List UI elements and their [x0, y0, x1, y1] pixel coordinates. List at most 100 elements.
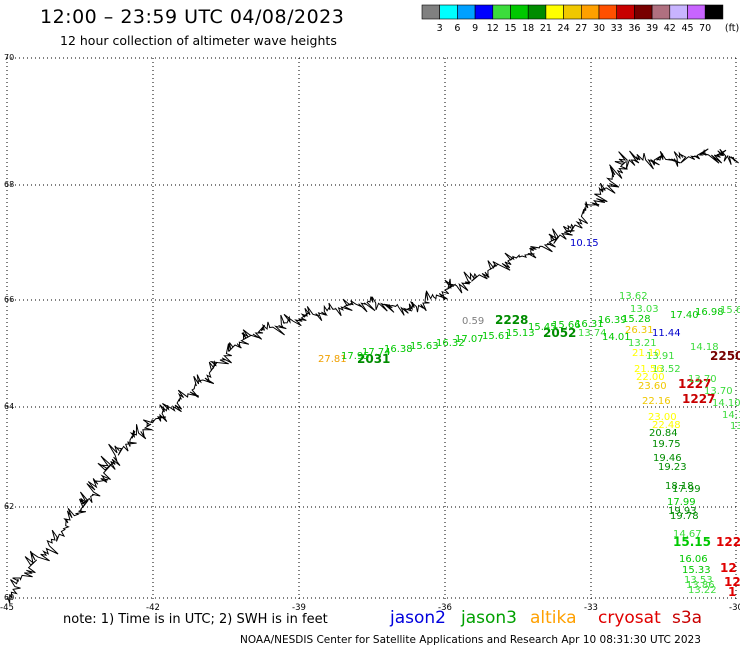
- longitude-label: -33: [584, 603, 598, 613]
- track-value-label: 22.00: [636, 372, 665, 383]
- track-value-label: 1227: [682, 392, 715, 406]
- track-value-label: 17.95: [341, 351, 370, 362]
- colorbar-tick-label: 42: [664, 23, 676, 34]
- track-value-label: 17.74: [362, 347, 391, 358]
- track-value-label: 23.00: [648, 412, 677, 423]
- track-value-label: 13.62: [619, 291, 648, 302]
- latitude-label: 66: [4, 295, 14, 304]
- track-value-label: 14.10: [712, 398, 740, 409]
- track-value-label: 19.75: [652, 439, 681, 450]
- legend-s3a: s3a: [672, 608, 703, 628]
- greenland-coastline: [7, 148, 739, 604]
- legend-altika: altika: [530, 608, 577, 628]
- track-value-label: 15.6: [720, 305, 740, 316]
- track-value-label: 21.56: [634, 364, 663, 375]
- track-value-label: 14.67: [673, 529, 702, 540]
- colorbar-tick-label: 18: [522, 23, 534, 34]
- map-subtitle: 12 hour collection of altimeter wave hei…: [60, 33, 337, 48]
- track-value-label: 0.59: [462, 316, 484, 327]
- track-value-label: 12: [720, 561, 737, 575]
- track-value-label: 16.31: [575, 319, 604, 330]
- latitude-label: 62: [4, 502, 14, 511]
- credit-line: NOAA/NESDIS Center for Satellite Applica…: [240, 634, 701, 646]
- longitude-label: -36: [438, 603, 452, 613]
- track-value-label: 15.66: [552, 320, 581, 331]
- track-value-label: 17.07: [455, 334, 484, 345]
- track-value-label: 14.18: [690, 342, 719, 353]
- colorbar-tick-label: 33: [611, 23, 623, 34]
- colorbar-legend: 3 6 9 12 15 18 21 24 27 30 33 36 39 42 45 70 (ft): [421, 4, 739, 34]
- colorbar-tick-label: 36: [628, 23, 640, 34]
- track-value-label: 11.44: [652, 328, 681, 339]
- track-value-label: 16.32: [436, 338, 465, 349]
- colorbar-tick-label: 3: [437, 23, 443, 34]
- track-value-label: 15.45: [528, 322, 557, 333]
- track-value-label: 15.61: [482, 331, 511, 342]
- track-value-label: 17.99: [672, 484, 701, 495]
- track-value-label: 19.93: [668, 506, 697, 517]
- longitude-label: -39: [292, 603, 306, 613]
- track-value-label: 13.52: [652, 364, 681, 375]
- colorbar-tick-label: 12: [487, 23, 499, 34]
- track-value-label: 13.86: [686, 580, 715, 591]
- track-value-label: 16.38: [384, 344, 413, 355]
- track-value-label: 15.15: [673, 535, 711, 549]
- track-value-label: 22.48: [652, 420, 681, 431]
- track-value-label: 1227: [678, 377, 711, 391]
- track-value-label: 19.23: [658, 462, 687, 473]
- track-value-label: 13.53: [684, 575, 713, 586]
- track-value-label: 27.81: [318, 354, 347, 365]
- track-value-label: 23.60: [638, 381, 667, 392]
- track-value-label: 18.18: [665, 481, 694, 492]
- colorbar-tick-label: 15: [504, 23, 516, 34]
- track-value-label: 15.28: [622, 314, 651, 325]
- track-value-label: 26.31: [625, 325, 654, 336]
- track-value-label: 16.06: [679, 554, 708, 565]
- longitude-label: -45: [0, 603, 14, 613]
- track-value-label: 21.10: [632, 348, 661, 359]
- longitude-label: -42: [146, 603, 160, 613]
- track-value-label: 13.22: [688, 585, 717, 596]
- legend-jason3: jason3: [461, 608, 517, 628]
- track-value-label: 17.40: [670, 310, 699, 321]
- colorbar-tick-label: 30: [593, 23, 605, 34]
- track-value-label: 13.91: [646, 351, 675, 362]
- colorbar-tick-label: 21: [540, 23, 552, 34]
- track-value-label: 12: [724, 575, 740, 589]
- longitude-label: -30: [729, 603, 740, 613]
- colorbar-tick-label: 9: [472, 23, 478, 34]
- track-value-label: 15.63: [410, 341, 439, 352]
- track-value-label: 16.98: [695, 307, 724, 318]
- colorbar-tick-label: 6: [454, 23, 460, 34]
- track-value-label: 2250: [710, 349, 740, 363]
- colorbar-tick-label: 24: [558, 23, 570, 34]
- latitude-label: 60: [4, 593, 14, 602]
- track-value-label: 14.1: [722, 410, 740, 421]
- latitude-label: 70: [4, 53, 14, 62]
- track-value-label: 22.16: [642, 396, 671, 407]
- track-value-label: 1: [728, 585, 736, 599]
- colorbar-tick-label: 39: [646, 23, 658, 34]
- track-value-label: 13.70: [688, 374, 717, 385]
- track-value-label: 13.03: [630, 304, 659, 315]
- track-value-label: 20.84: [649, 428, 678, 439]
- coastline: [7, 148, 739, 604]
- track-value-label: 14.01: [602, 332, 631, 343]
- track-value-label: 19.46: [653, 453, 682, 464]
- colorbar-unit: (ft): [725, 23, 739, 34]
- track-value-label: 2052: [543, 326, 576, 340]
- map-title: 12:00 – 23:59 UTC 04/08/2023: [40, 6, 345, 28]
- latitude-label: 64: [4, 402, 14, 411]
- colorbar-tick-label: 27: [575, 23, 587, 34]
- track-value-label: 17.99: [667, 497, 696, 508]
- colorbar-tick-label: 45: [681, 23, 693, 34]
- track-value-label: 15.33: [682, 565, 711, 576]
- latitude-label: 68: [4, 180, 14, 189]
- colorbar-swatch: [704, 4, 724, 20]
- colorbar-tick-label: 70: [699, 23, 711, 34]
- track-value-label: 19.78: [670, 511, 699, 522]
- track-value-label: 13.74: [578, 328, 607, 339]
- track-value-label: 13: [730, 421, 740, 432]
